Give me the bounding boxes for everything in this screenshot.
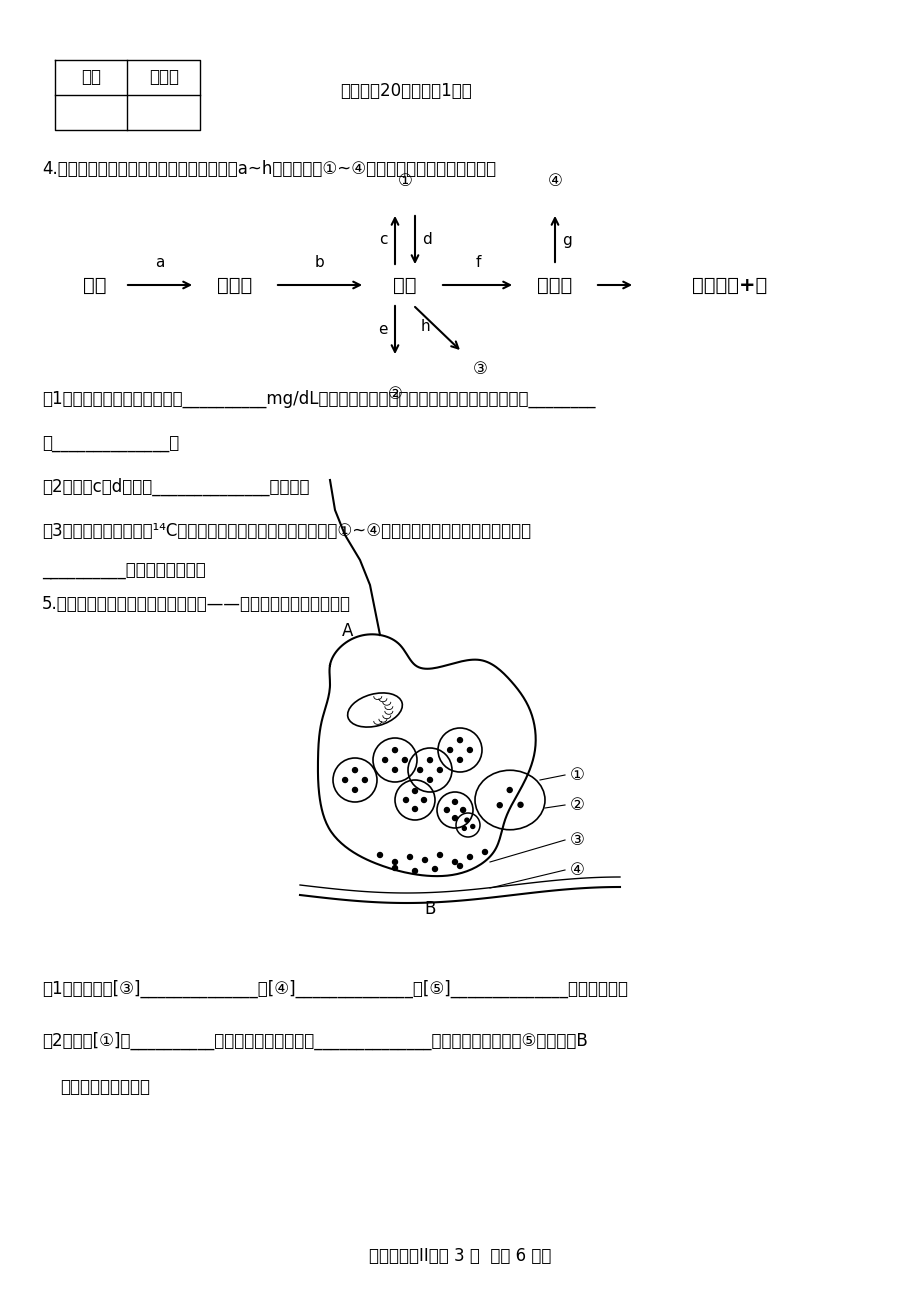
Circle shape [437,853,442,858]
Circle shape [467,854,472,859]
Circle shape [448,747,452,753]
Circle shape [452,799,457,805]
Text: 丙酮酸: 丙酮酸 [537,276,572,294]
Circle shape [392,866,397,871]
Circle shape [392,859,397,865]
Text: 阅卷人: 阅卷人 [149,68,178,86]
Circle shape [432,867,437,871]
Text: d: d [422,233,431,247]
Circle shape [452,815,457,820]
Circle shape [392,767,397,772]
Text: ①: ① [397,172,412,190]
Text: 血糖: 血糖 [392,276,416,294]
Circle shape [412,806,417,811]
Text: ③: ③ [472,359,487,378]
Text: B: B [424,900,436,918]
Text: __________（用数字表示）。: __________（用数字表示）。 [42,562,206,579]
Text: 4.下图是动物和人体内糖代谢示意图，其中a~h表示过程，①~④表示物质。请回答下列问题：: 4.下图是动物和人体内糖代谢示意图，其中a~h表示过程，①~④表示物质。请回答下… [42,160,495,178]
Text: g: g [562,233,572,247]
Text: e: e [378,323,387,337]
Text: 和______________。: 和______________。 [42,435,179,453]
Text: （2）图中[①]为__________，其内部所含的物质为______________。该物质作用于结构⑤后，引起B: （2）图中[①]为__________，其内部所含的物质为___________… [42,1032,587,1051]
Text: 5.下图表示两个神经元相连接的部位——突触。请回答下列问题：: 5.下图表示两个神经元相连接的部位——突触。请回答下列问题： [42,595,351,613]
Circle shape [352,788,357,793]
Circle shape [457,758,462,763]
Text: 细胞的兴奋或抑制。: 细胞的兴奋或抑制。 [60,1078,150,1096]
Text: 淀粉: 淀粉 [83,276,107,294]
Circle shape [427,777,432,783]
Text: ④: ④ [547,172,562,190]
Text: ④: ④ [570,861,584,879]
Circle shape [506,788,512,793]
Text: 得分: 得分 [81,68,101,86]
Circle shape [444,807,448,812]
Circle shape [352,768,357,772]
Text: b: b [315,255,324,270]
Text: 二氧化碳+水: 二氧化碳+水 [692,276,766,294]
Text: （2）图中c和d发生在______________细胞中。: （2）图中c和d发生在______________细胞中。 [42,478,309,496]
Text: c: c [379,233,387,247]
Circle shape [437,767,442,772]
Text: A: A [342,622,353,641]
Circle shape [452,859,457,865]
Text: ②: ② [387,385,402,404]
Circle shape [457,738,462,742]
Circle shape [496,803,502,807]
Text: ②: ② [570,796,584,814]
Circle shape [362,777,367,783]
Text: 二、（入20分，每空1分）: 二、（入20分，每空1分） [340,82,471,100]
Text: ①: ① [570,766,584,784]
Circle shape [460,807,465,812]
Text: 葡萄糖: 葡萄糖 [217,276,253,294]
Circle shape [517,802,523,807]
Circle shape [407,854,412,859]
Circle shape [412,789,417,793]
Circle shape [377,853,382,858]
Circle shape [421,798,426,802]
Text: f: f [475,255,480,270]
Circle shape [403,798,408,802]
Circle shape [464,818,469,822]
Circle shape [417,767,422,772]
Circle shape [382,758,387,763]
Circle shape [412,868,417,874]
Text: h: h [420,319,430,335]
Text: a: a [155,255,165,270]
Circle shape [342,777,347,783]
Text: 生物试卷第II卷第 3 页  （共 6 页）: 生物试卷第II卷第 3 页 （共 6 页） [369,1247,550,1266]
Circle shape [427,758,432,763]
Circle shape [402,758,407,763]
Text: （1）突触是由[③]______________，[④]______________和[⑤]______________三部分构成。: （1）突触是由[③]______________，[④]____________… [42,980,628,999]
Text: （1）正常人的血糖含量一般在__________mg/dL的范围内，维持血糖含量相对稳定的激素主要是________: （1）正常人的血糖含量一般在__________mg/dL的范围内，维持血糖含量… [42,391,595,409]
Text: ③: ③ [570,831,584,849]
Circle shape [462,827,466,831]
Circle shape [471,824,474,828]
Circle shape [457,863,462,868]
Circle shape [467,747,471,753]
Circle shape [422,858,427,862]
Circle shape [482,849,487,854]
Text: （3）若给某动物饲喂用¹⁴C标记的淠粉饲料，一段时间后，图中①~④所表示的物质能检测到放射性的是: （3）若给某动物饲喂用¹⁴C标记的淠粉饲料，一段时间后，图中①~④所表示的物质能… [42,522,530,540]
Circle shape [392,747,397,753]
